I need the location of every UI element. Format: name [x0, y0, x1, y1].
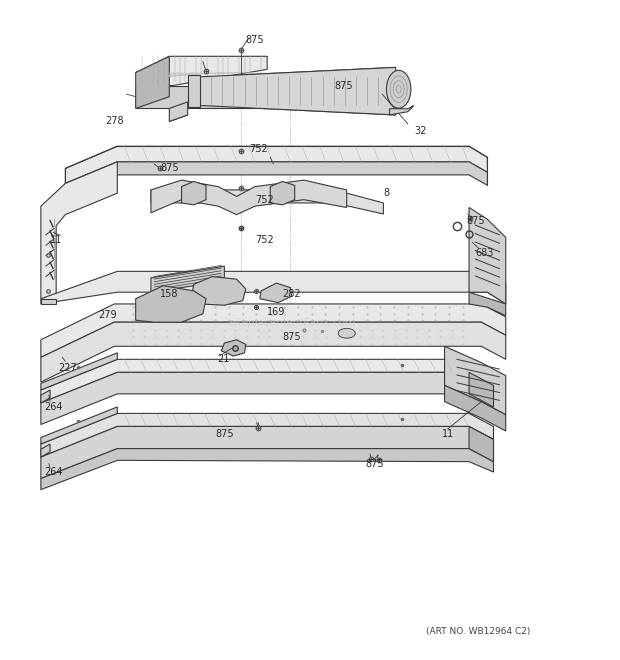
Text: 875: 875	[283, 331, 301, 341]
Polygon shape	[221, 340, 246, 356]
Polygon shape	[41, 162, 117, 299]
Text: 158: 158	[160, 289, 179, 299]
Polygon shape	[41, 372, 494, 424]
Polygon shape	[41, 359, 494, 403]
Polygon shape	[469, 292, 506, 315]
Text: 875: 875	[246, 35, 264, 45]
Polygon shape	[41, 304, 506, 357]
Polygon shape	[188, 75, 200, 107]
Text: 875: 875	[365, 459, 384, 469]
Polygon shape	[41, 322, 506, 382]
Polygon shape	[136, 56, 169, 108]
Polygon shape	[389, 106, 414, 115]
Polygon shape	[41, 407, 117, 444]
Polygon shape	[41, 444, 50, 457]
Polygon shape	[445, 385, 506, 431]
Polygon shape	[151, 266, 224, 292]
Text: 264: 264	[44, 402, 63, 412]
Text: 752: 752	[249, 144, 268, 154]
Text: 264: 264	[44, 467, 63, 477]
Text: 169: 169	[267, 307, 286, 317]
Polygon shape	[65, 147, 487, 183]
Text: 32: 32	[414, 126, 427, 136]
Polygon shape	[41, 299, 56, 304]
Text: eReplacementParts.com: eReplacementParts.com	[228, 319, 355, 329]
Polygon shape	[445, 346, 506, 414]
Text: 282: 282	[283, 289, 301, 299]
Text: 8: 8	[383, 188, 389, 198]
Text: 279: 279	[99, 310, 117, 320]
Polygon shape	[151, 190, 383, 214]
Polygon shape	[41, 271, 506, 304]
Polygon shape	[260, 283, 291, 303]
Polygon shape	[136, 86, 267, 108]
Text: (ART NO. WB12964 C2): (ART NO. WB12964 C2)	[426, 626, 530, 636]
Polygon shape	[136, 56, 267, 86]
Text: 752: 752	[255, 235, 273, 245]
Polygon shape	[191, 277, 246, 305]
Polygon shape	[469, 207, 506, 304]
Text: 875: 875	[160, 164, 179, 174]
Text: 278: 278	[105, 116, 123, 127]
Text: 11: 11	[441, 429, 454, 440]
Text: 21: 21	[217, 354, 229, 364]
Polygon shape	[194, 67, 396, 115]
Polygon shape	[469, 426, 494, 461]
Polygon shape	[182, 182, 206, 205]
Polygon shape	[41, 353, 117, 390]
Polygon shape	[136, 286, 206, 322]
Polygon shape	[65, 162, 487, 197]
Polygon shape	[41, 449, 494, 490]
Text: 11: 11	[50, 235, 62, 245]
Text: 752: 752	[255, 195, 273, 205]
Text: 875: 875	[334, 81, 353, 90]
Polygon shape	[41, 426, 494, 478]
Text: 227: 227	[58, 363, 77, 373]
Polygon shape	[151, 180, 347, 214]
Ellipse shape	[386, 71, 411, 108]
Text: 875: 875	[466, 216, 485, 226]
Polygon shape	[469, 372, 494, 407]
Text: 875: 875	[215, 429, 234, 440]
Text: 683: 683	[475, 248, 494, 258]
Polygon shape	[41, 413, 494, 457]
Polygon shape	[169, 102, 188, 121]
Polygon shape	[41, 390, 50, 403]
Polygon shape	[270, 182, 294, 205]
Ellipse shape	[338, 329, 355, 338]
